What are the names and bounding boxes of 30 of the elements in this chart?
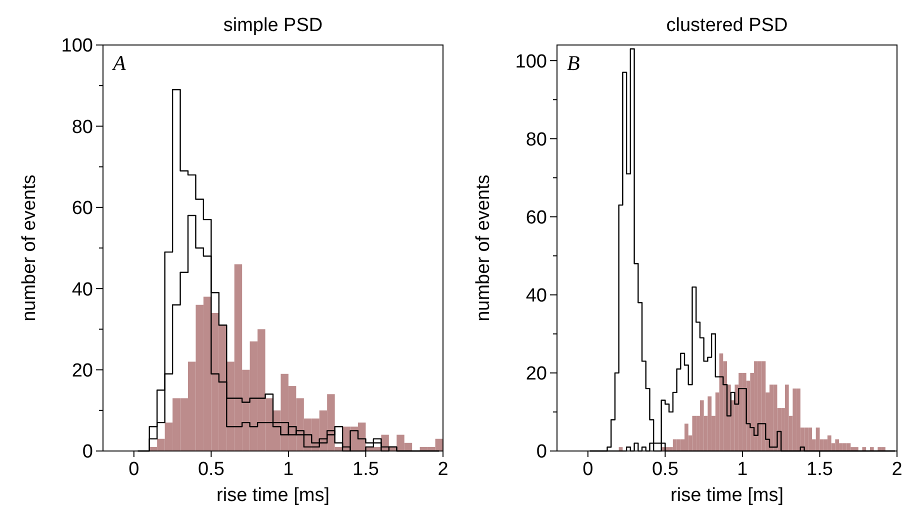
annotation: B (567, 51, 580, 75)
y-tick-label: 100 (61, 36, 93, 57)
y-tick-label: 0 (536, 442, 547, 463)
y-tick-label: 0 (82, 442, 93, 463)
x-tick-label: 1.5 (352, 459, 379, 480)
annotation: A (111, 51, 126, 75)
x-tick-label: 0 (582, 459, 594, 480)
y-tick-label: 40 (526, 285, 547, 306)
x-axis-title: rise time [ms] (670, 485, 784, 506)
x-tick-label: 0.5 (652, 459, 678, 480)
x-tick-label: 0 (128, 459, 140, 480)
x-tick-label: 1.5 (806, 459, 833, 480)
y-tick-label: 40 (72, 279, 93, 300)
y-tick-label: 20 (526, 364, 547, 385)
y-axis-title: number of events (19, 174, 40, 322)
y-tick-label: 60 (526, 207, 547, 228)
y-tick-label: 100 (515, 51, 547, 72)
x-tick-label: 0.5 (198, 459, 224, 480)
x-tick-label: 1 (737, 459, 748, 480)
y-tick-label: 80 (526, 129, 547, 150)
y-tick-label: 60 (72, 198, 93, 220)
x-tick-label: 2 (892, 459, 902, 480)
y-axis-title: number of events (473, 174, 494, 322)
chart-title: simple PSD (223, 15, 323, 36)
x-tick-label: 2 (438, 459, 448, 480)
y-tick-label: 20 (72, 360, 93, 382)
x-axis-title: rise time [ms] (216, 485, 330, 506)
y-tick-label: 80 (72, 116, 93, 138)
x-tick-label: 1 (283, 459, 294, 480)
chart-title: clustered PSD (666, 15, 788, 36)
